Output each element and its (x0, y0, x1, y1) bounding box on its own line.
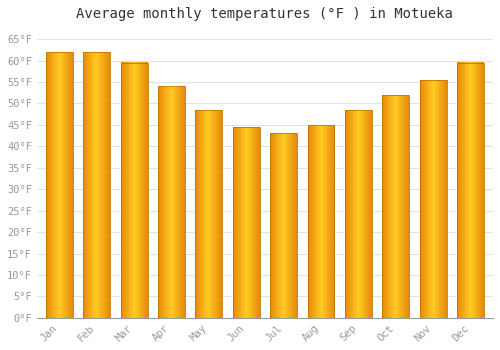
Bar (233, 127, 260, 318)
Bar (345, 110, 372, 318)
Bar (420, 80, 446, 318)
Bar (83, 52, 110, 318)
Bar (158, 86, 185, 318)
Bar (457, 63, 484, 318)
Bar (120, 63, 148, 318)
Bar (196, 110, 222, 318)
Bar (382, 95, 409, 318)
Bar (308, 125, 334, 318)
Bar (46, 52, 72, 318)
Title: Average monthly temperatures (°F ) in Motueka: Average monthly temperatures (°F ) in Mo… (76, 7, 454, 21)
Bar (270, 133, 297, 318)
